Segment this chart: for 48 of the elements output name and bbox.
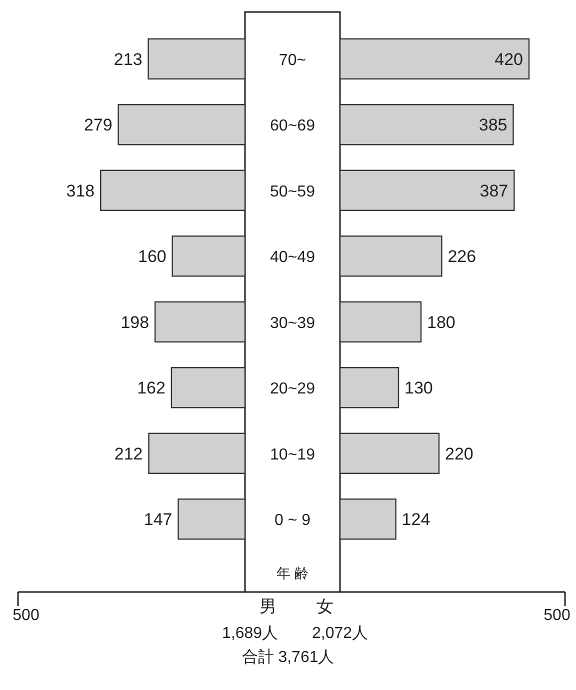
bar (118, 104, 246, 146)
data-label: 130 (404, 378, 433, 398)
data-label: 220 (445, 444, 474, 464)
data-label: 147 (144, 510, 172, 530)
data-label: 226 (448, 247, 476, 266)
bar (339, 38, 530, 80)
bar (170, 367, 246, 408)
y-tick-label: 50~59 (270, 183, 316, 200)
text: 1,689人 (222, 625, 278, 642)
bar (154, 301, 246, 342)
bar (339, 498, 396, 540)
bar (339, 170, 515, 211)
data-label: 385 (478, 116, 508, 135)
data-label: 198 (120, 312, 150, 332)
y-tick-label: 20~29 (270, 380, 316, 398)
data-label: 279 (84, 116, 112, 135)
data-label: 180 (427, 312, 456, 332)
y-tick-label: 70~ (278, 52, 306, 69)
bar (339, 301, 422, 342)
bar (339, 236, 442, 277)
data-label: 124 (402, 510, 430, 530)
y-axis-title: 年 齢 (276, 565, 308, 581)
x-tick-label: 500 (12, 607, 40, 624)
bar (148, 38, 246, 80)
bar (172, 236, 246, 277)
y-tick-label: 10~19 (270, 446, 316, 464)
y-tick-label: 0 ~ 9 (274, 512, 311, 530)
bar (148, 432, 246, 474)
data-label: 160 (138, 247, 166, 266)
data-label: 318 (66, 181, 95, 200)
bar (339, 367, 400, 408)
bar (100, 170, 246, 211)
y-tick-label: 60~69 (270, 118, 316, 135)
data-label: 420 (494, 50, 523, 69)
y-tick-label: 40~49 (270, 249, 316, 266)
bar (178, 498, 246, 540)
x-axis-title: 男 (260, 597, 276, 616)
x-tick-label: 500 (544, 607, 570, 624)
data-label: 212 (114, 444, 143, 464)
data-label: 213 (114, 50, 142, 69)
data-label: 162 (137, 378, 166, 398)
bar (339, 432, 440, 474)
text: 2,072人 (312, 625, 368, 642)
text: 合計 3,761人 (242, 648, 334, 666)
data-label: 387 (480, 181, 508, 200)
x-axis-title: 女 (316, 597, 334, 616)
bar (339, 104, 514, 146)
y-tick-label: 30~39 (270, 314, 316, 332)
